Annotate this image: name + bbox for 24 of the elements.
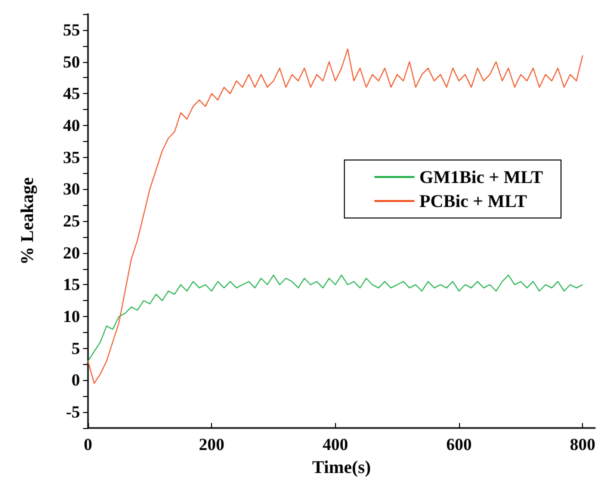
line-series: [88, 274, 584, 362]
x-tick-label: 200: [198, 435, 224, 454]
y-tick-label: 45: [63, 84, 80, 104]
x-tick-label: 800: [570, 435, 596, 454]
legend-label: GM1Bic + MLT: [419, 167, 543, 187]
line-series: [88, 48, 584, 384]
legend-label: PCBic + MLT: [419, 191, 528, 211]
x-tick-label: 600: [446, 435, 472, 454]
y-tick-label: 30: [63, 180, 80, 199]
y-axis-title: % Leakage: [17, 177, 37, 265]
y-tick-label: 0: [72, 370, 80, 390]
x-axis-title: Time(s): [312, 457, 371, 477]
y-tick-label: 55: [63, 20, 80, 40]
y-tick-label: 10: [63, 307, 80, 326]
x-tick-label: 0: [84, 435, 92, 454]
y-tick-label: 5: [72, 338, 80, 358]
y-tick-label: 50: [63, 52, 80, 72]
x-tick-label: 400: [322, 435, 348, 454]
y-tick-label: 15: [63, 275, 80, 294]
y-tick-label: -5: [66, 402, 80, 422]
y-tick-label: 40: [63, 116, 80, 135]
y-tick-label: 35: [63, 148, 80, 167]
y-tick-label: 20: [63, 243, 80, 262]
y-tick-label: 25: [63, 212, 80, 230]
